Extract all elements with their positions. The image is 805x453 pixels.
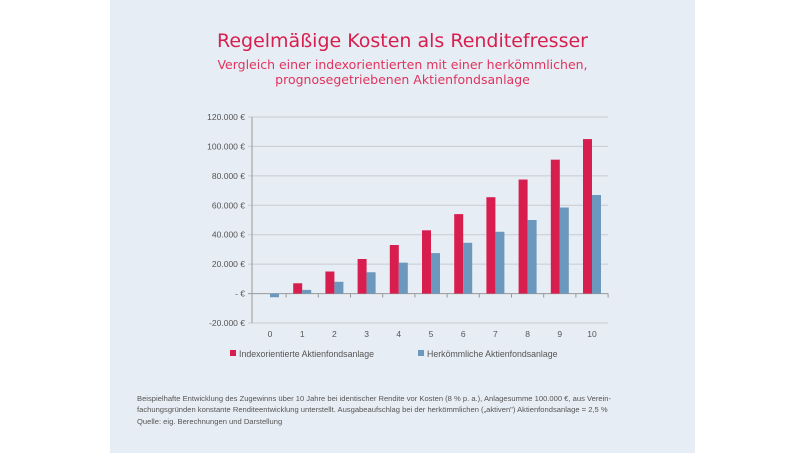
legend-label: Indexorientierte Aktienfondsanlage xyxy=(239,349,374,359)
x-tick-label: 7 xyxy=(493,329,498,339)
x-tick-label: 9 xyxy=(557,329,562,339)
x-tick-label: 5 xyxy=(429,329,434,339)
y-tick-label: 40.000 € xyxy=(212,230,245,240)
bar-herkoemmlich-6 xyxy=(463,242,473,294)
bar-indexorientiert-2 xyxy=(325,271,335,294)
y-tick-label: 120.000 € xyxy=(207,112,245,122)
bar-herkoemmlich-0 xyxy=(270,293,279,298)
subtitle-line-2: prognosegetriebenen Aktienfondsanlage xyxy=(275,72,530,87)
y-tick-label: 20.000 € xyxy=(212,259,245,269)
y-tick-label: - € xyxy=(235,289,245,299)
bar-indexorientiert-8 xyxy=(518,179,528,294)
bar-indexorientiert-4 xyxy=(389,245,399,294)
legend-label: Herkömmliche Aktienfondsanlage xyxy=(427,349,558,359)
bar-herkoemmlich-1 xyxy=(302,289,312,294)
chart-subtitle: Vergleich einer indexorientierten mit ei… xyxy=(0,57,805,87)
bar-herkoemmlich-9 xyxy=(559,207,569,294)
x-tick-label: 2 xyxy=(332,329,337,339)
footnote-line-2: fachungsgründen konstante Renditeentwick… xyxy=(137,405,608,414)
x-tick-label: 3 xyxy=(364,329,369,339)
bar-herkoemmlich-7 xyxy=(495,231,505,294)
bar-indexorientiert-10 xyxy=(583,139,592,294)
x-tick-label: 10 xyxy=(587,329,597,339)
bar-herkoemmlich-5 xyxy=(431,253,440,294)
y-tick-label: -20.000 € xyxy=(209,318,245,328)
bar-indexorientiert-9 xyxy=(550,159,560,294)
bar-herkoemmlich-10 xyxy=(592,194,601,294)
footnote-line-1: Beispielhafte Entwicklung des Zugewinns … xyxy=(137,394,612,403)
legend-swatch xyxy=(230,350,236,356)
source-note: Quelle: eig. Berechnungen und Darstellun… xyxy=(137,417,283,426)
bar-indexorientiert-1 xyxy=(293,283,303,294)
y-tick-label: 80.000 € xyxy=(212,171,245,181)
bar-herkoemmlich-4 xyxy=(398,262,408,294)
x-tick-label: 6 xyxy=(461,329,466,339)
bar-herkoemmlich-3 xyxy=(366,272,376,294)
bar-indexorientiert-6 xyxy=(454,214,464,294)
bar-herkoemmlich-8 xyxy=(527,220,537,294)
legend-swatch xyxy=(418,350,424,356)
bar-indexorientiert-7 xyxy=(486,197,496,294)
bar-indexorientiert-5 xyxy=(422,230,431,294)
bar-indexorientiert-3 xyxy=(357,258,367,294)
y-tick-label: 100.000 € xyxy=(207,141,245,151)
bar-herkoemmlich-2 xyxy=(334,281,344,294)
x-tick-label: 8 xyxy=(525,329,530,339)
x-tick-label: 0 xyxy=(268,329,273,339)
x-tick-label: 1 xyxy=(300,329,305,339)
x-tick-label: 4 xyxy=(396,329,401,339)
y-tick-label: 60.000 € xyxy=(212,200,245,210)
subtitle-line-1: Vergleich einer indexorientierten mit ei… xyxy=(217,57,588,72)
chart-title: Regelmäßige Kosten als Renditefresser xyxy=(216,30,588,52)
